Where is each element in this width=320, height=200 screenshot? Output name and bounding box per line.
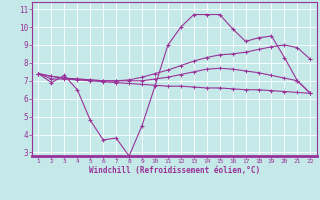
X-axis label: Windchill (Refroidissement éolien,°C): Windchill (Refroidissement éolien,°C) — [89, 166, 260, 175]
